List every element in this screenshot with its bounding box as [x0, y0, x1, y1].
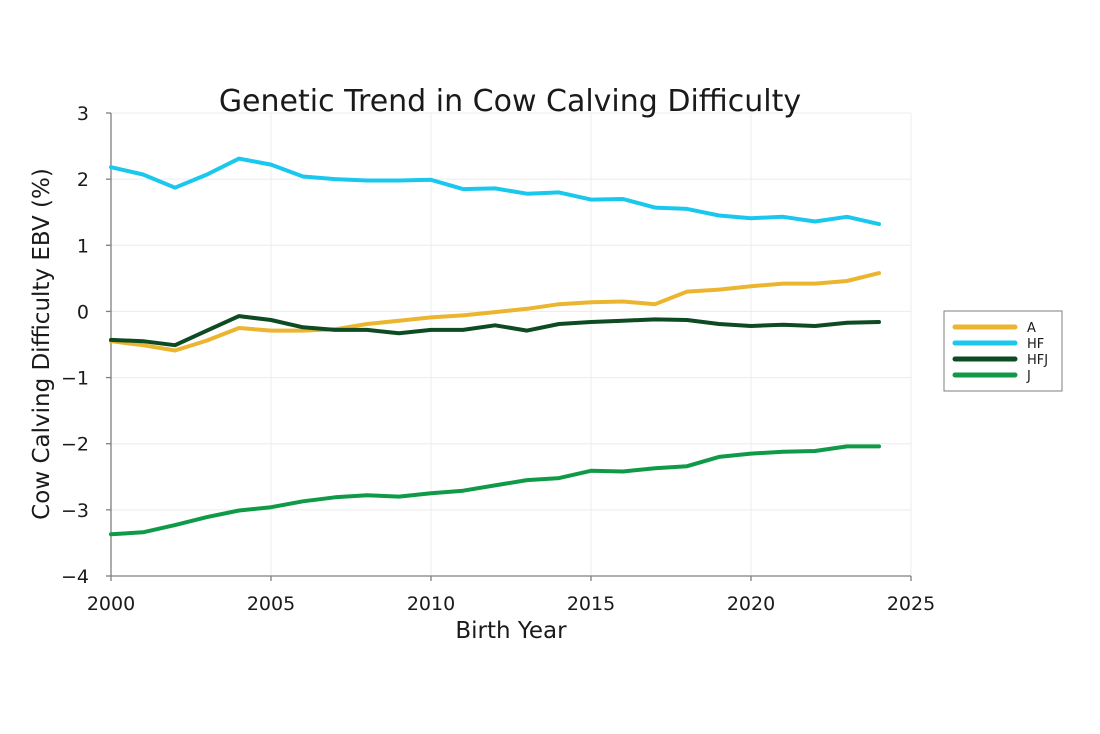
series-line-hfj — [109, 314, 881, 348]
x-tick-label: 2010 — [407, 593, 455, 615]
grid-layer — [111, 112, 912, 576]
series-line-j — [109, 444, 881, 537]
series-layer — [109, 156, 881, 537]
y-tick-label: −2 — [61, 434, 89, 456]
series-line-a — [109, 271, 881, 353]
y-tick-label: 2 — [77, 169, 89, 191]
y-tick-label: 0 — [77, 301, 89, 323]
y-tick-label: 3 — [77, 103, 89, 125]
y-tick-label: −1 — [61, 368, 89, 390]
legend-label-j: J — [1026, 369, 1031, 384]
series-line-hf — [109, 156, 881, 227]
y-axis-label: Cow Calving Difficulty EBV (%) — [29, 168, 55, 520]
legend-label-hfj: HFJ — [1027, 353, 1048, 368]
legend-label-hf: HF — [1027, 337, 1044, 352]
x-axis-label: Birth Year — [455, 618, 567, 644]
ticks-layer: 2000 2005 2010 2015 2020 2025 3 2 1 0 −1 −2 −3 −4 — [61, 103, 935, 615]
x-tick-label: 2025 — [887, 593, 935, 615]
y-tick-label: −4 — [61, 566, 89, 588]
chart-title: Genetic Trend in Cow Calving Difficulty — [219, 84, 801, 119]
x-tick-label: 2005 — [247, 593, 295, 615]
legend-label-a: A — [1027, 321, 1036, 336]
axes-layer — [110, 113, 911, 577]
x-tick-label: 2015 — [567, 593, 615, 615]
x-tick-label: 2000 — [87, 593, 135, 615]
legend-frame — [943, 310, 1063, 392]
y-tick-label: 1 — [77, 235, 89, 257]
y-tick-label: −3 — [61, 500, 89, 522]
x-tick-label: 2020 — [727, 593, 775, 615]
